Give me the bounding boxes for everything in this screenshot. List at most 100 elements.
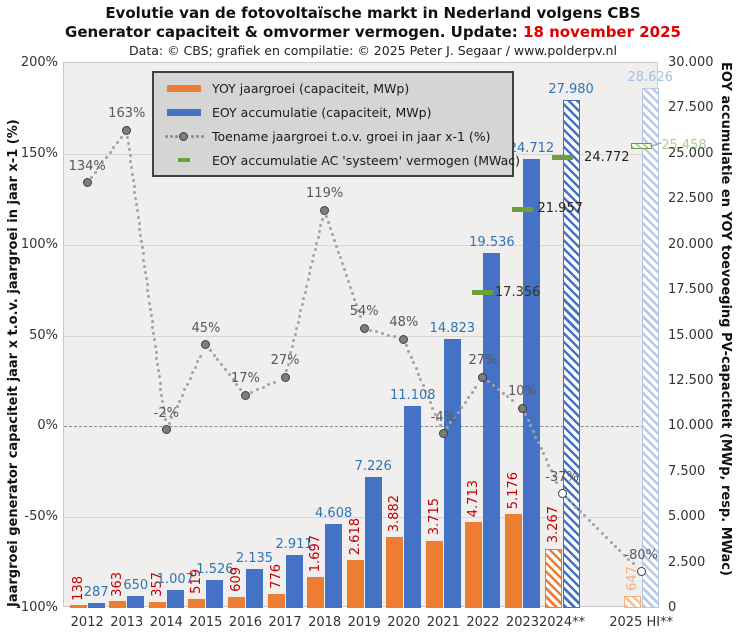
growth-line-dot bbox=[574, 505, 578, 509]
growth-line-dot bbox=[288, 356, 292, 360]
right-axis-tick: 17.500 bbox=[668, 282, 714, 298]
growth-line-dot bbox=[337, 250, 341, 254]
growth-line-dot bbox=[299, 308, 303, 312]
growth-line-dot bbox=[296, 320, 300, 324]
growth-line-dot bbox=[523, 413, 527, 417]
pct-label-2020: 48% bbox=[389, 315, 419, 331]
growth-line-dot bbox=[156, 363, 160, 367]
growth-line-dot bbox=[250, 391, 254, 395]
growth-line-dot bbox=[375, 330, 379, 334]
pct-marker-2019 bbox=[359, 323, 369, 333]
ac-dash-2022 bbox=[472, 290, 494, 296]
eoy-bar-2025 HI** bbox=[641, 87, 659, 608]
growth-line-dot bbox=[460, 406, 464, 410]
growth-line-dot bbox=[146, 289, 150, 293]
growth-line-dot bbox=[339, 256, 343, 260]
eoy-value-label-2022: 19.536 bbox=[469, 235, 515, 251]
growth-line-dot bbox=[148, 301, 152, 305]
right-axis-tick: 30.000 bbox=[668, 55, 714, 70]
growth-line-dot bbox=[552, 474, 556, 478]
growth-line-dot bbox=[486, 380, 490, 384]
growth-line-dot bbox=[175, 405, 179, 409]
yoy-bar-2024** bbox=[544, 548, 562, 608]
ac-label-2025 HI**: 25.458 bbox=[661, 137, 707, 153]
eoy-value-label-2013: 650 bbox=[123, 578, 149, 594]
growth-line-dot bbox=[137, 221, 141, 225]
ac-dash-2023 bbox=[511, 206, 533, 212]
growth-line-dot bbox=[255, 388, 259, 392]
growth-line-dot bbox=[138, 227, 142, 231]
plot-area: 17.356 21.957 24.772 25.458 138 287 134% 363 650… bbox=[16, 55, 713, 630]
legend-label: YOY jaargroei (capaciteit, MWp) bbox=[212, 80, 410, 96]
eoy-value-label-2024**: 27.980 bbox=[548, 81, 594, 97]
growth-line-dot bbox=[618, 549, 622, 553]
growth-line-dot bbox=[592, 523, 595, 527]
growth-line-dot bbox=[162, 412, 166, 416]
growth-line-dot bbox=[333, 238, 337, 242]
pct-marker-2025 HI** bbox=[636, 567, 646, 577]
growth-line-dot bbox=[426, 395, 430, 399]
eoy-bar-2012 bbox=[87, 602, 105, 608]
update-date: 18 november 2025 bbox=[523, 22, 681, 41]
growth-line-dot bbox=[150, 320, 154, 324]
right-axis-tick: 7.500 bbox=[668, 463, 706, 479]
grid-line bbox=[64, 335, 659, 337]
growth-line-dot bbox=[445, 426, 449, 430]
growth-line-dot bbox=[431, 406, 435, 410]
pct-label-2024**: -37% bbox=[545, 469, 579, 485]
eoy-value-label-2019: 7.226 bbox=[354, 458, 392, 474]
dotted-line-marker-icon bbox=[165, 130, 204, 142]
growth-line-dot bbox=[178, 399, 182, 403]
growth-line-dot bbox=[135, 209, 139, 213]
growth-line-dot bbox=[350, 291, 354, 295]
pct-label-2013: 163% bbox=[108, 106, 146, 122]
growth-line-dot bbox=[152, 332, 156, 336]
growth-line-dot bbox=[188, 377, 192, 381]
growth-line-dot bbox=[536, 441, 540, 445]
growth-line-dot bbox=[128, 154, 132, 158]
grid-line bbox=[64, 517, 659, 519]
ac-dash-2025 HI** bbox=[630, 143, 652, 149]
growth-line-dot bbox=[600, 531, 604, 535]
left-axis-tick: 0% bbox=[37, 418, 58, 434]
yoy-value-label-2019: 2.618 bbox=[347, 518, 363, 556]
left-axis-tick: 50% bbox=[29, 327, 58, 343]
eoy-bar-2021 bbox=[443, 338, 461, 608]
growth-line-dot bbox=[449, 421, 453, 425]
pct-label-2016: 17% bbox=[231, 371, 260, 387]
eoy-value-label-2015: 1.526 bbox=[196, 562, 234, 578]
growth-line-dot bbox=[220, 363, 224, 367]
ac-dash-2024** bbox=[551, 155, 573, 161]
growth-line-dot bbox=[534, 435, 538, 439]
growth-line-dot bbox=[290, 344, 294, 348]
left-axis-tick: -100% bbox=[16, 600, 58, 615]
eoy-bar-2015 bbox=[206, 580, 224, 608]
yoy-value-label-2022: 4.713 bbox=[466, 480, 482, 518]
eoy-bar-2016 bbox=[245, 569, 263, 608]
yoy-bar-2013 bbox=[109, 601, 127, 608]
x-axis-label-2020: 2020 bbox=[387, 615, 421, 630]
x-axis-label-2021: 2021 bbox=[426, 615, 460, 630]
growth-line-dot bbox=[272, 380, 276, 384]
grid-line bbox=[64, 244, 659, 246]
legend-label: Toename jaargroei t.o.v. groei in jaar x… bbox=[212, 128, 491, 144]
growth-line-dot bbox=[544, 458, 548, 462]
eoy-value-label-2023: 24.712 bbox=[508, 141, 555, 157]
growth-line-dot bbox=[223, 368, 227, 372]
growth-line-dot bbox=[144, 270, 148, 274]
yoy-bar-2014 bbox=[148, 601, 166, 608]
growth-line-dot bbox=[605, 536, 609, 540]
eoy-bar-2013 bbox=[127, 596, 145, 608]
ac-label-2024**: 24.772 bbox=[584, 149, 630, 165]
green-dash-marker-icon bbox=[165, 154, 203, 166]
growth-line-dot bbox=[101, 160, 105, 164]
growth-line-dot bbox=[438, 424, 442, 428]
ac-label-2022: 17.356 bbox=[494, 284, 541, 300]
growth-line-dot bbox=[491, 383, 495, 387]
growth-line-dot bbox=[135, 203, 139, 207]
growth-line-dot bbox=[341, 262, 345, 266]
growth-line-dot bbox=[309, 266, 313, 270]
zero-line bbox=[64, 426, 659, 428]
growth-line-dot bbox=[496, 387, 500, 391]
growth-line-dot bbox=[306, 278, 310, 282]
